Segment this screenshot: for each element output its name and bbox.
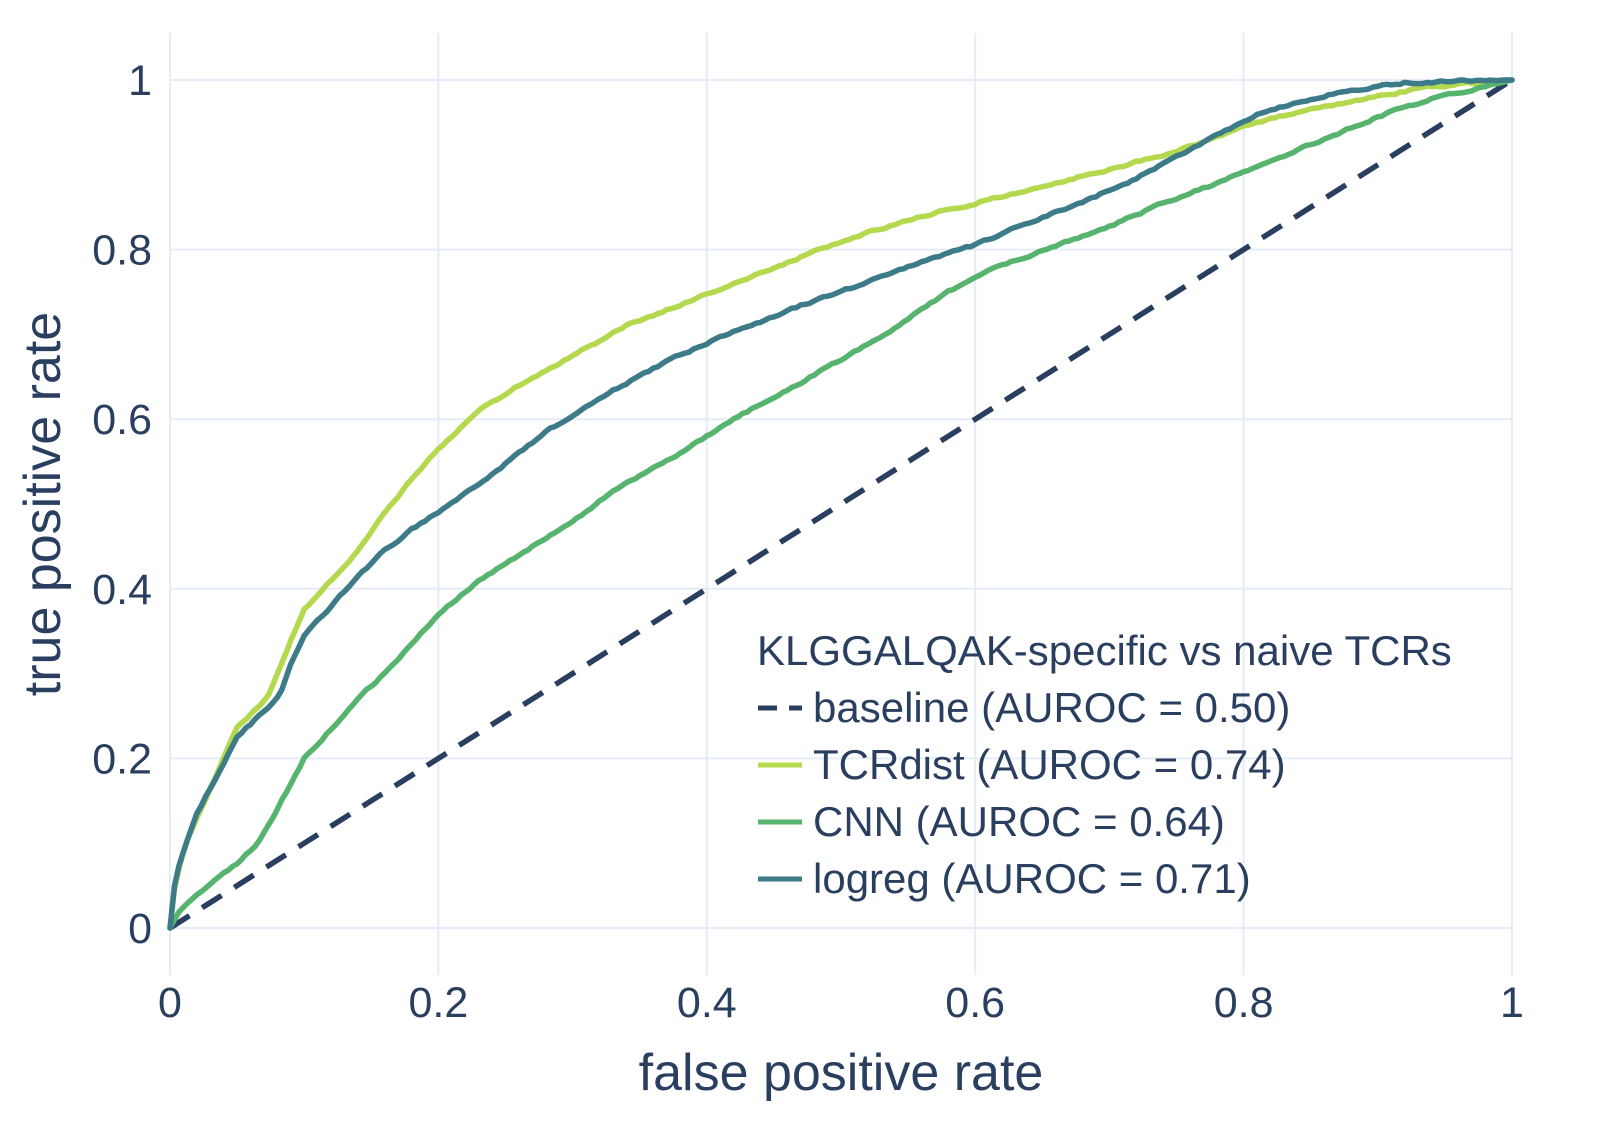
x-tick-label: 0.2 — [409, 979, 469, 1027]
legend-label-tcrdist: TCRdist (AUROC = 0.74) — [813, 740, 1286, 788]
legend-swatch-baseline — [758, 705, 802, 710]
y-tick-label: 0.4 — [92, 566, 152, 614]
x-tick-label: 0.8 — [1214, 979, 1274, 1027]
legend-label-baseline: baseline (AUROC = 0.50) — [813, 683, 1291, 731]
x-tick-label: 0.6 — [945, 979, 1005, 1027]
legend-swatch-logreg — [758, 876, 802, 881]
legend-label-cnn: CNN (AUROC = 0.64) — [813, 797, 1225, 845]
y-tick-label: 0.8 — [92, 227, 152, 275]
legend-title: KLGGALQAK-specific vs naive TCRs — [757, 627, 1452, 674]
legend: KLGGALQAK-specific vs naive TCRs baselin… — [757, 622, 1452, 907]
y-axis-title: true positive rate — [14, 312, 72, 696]
x-axis-title: false positive rate — [639, 1044, 1044, 1102]
x-tick-label: 0 — [158, 979, 182, 1027]
legend-swatch-cnn — [758, 819, 802, 824]
y-tick-label: 0 — [128, 905, 152, 953]
legend-item-logreg: logreg (AUROC = 0.71) — [757, 850, 1452, 907]
roc-curve-TCRdist — [167, 77, 1515, 931]
y-tick-label: 0.6 — [92, 396, 152, 444]
x-tick-label: 0.4 — [677, 979, 737, 1027]
legend-item-baseline: baseline (AUROC = 0.50) — [757, 679, 1452, 736]
roc-curve-logreg — [167, 77, 1515, 931]
y-tick-label: 0.2 — [92, 735, 152, 783]
legend-item-tcrdist: TCRdist (AUROC = 0.74) — [757, 736, 1452, 793]
tick-labels: 0 0.2 0.4 0.6 0.8 1 0 0.2 0.4 0.6 0.8 1 — [92, 57, 1524, 1027]
roc-curves — [167, 77, 1515, 931]
legend-swatch-tcrdist — [758, 762, 802, 767]
legend-label-logreg: logreg (AUROC = 0.71) — [813, 854, 1251, 902]
gridlines — [169, 33, 1513, 975]
x-tick-label: 1 — [1500, 979, 1524, 1027]
legend-item-cnn: CNN (AUROC = 0.64) — [757, 793, 1452, 850]
y-tick-label: 1 — [128, 57, 152, 105]
roc-curve-CNN — [167, 77, 1515, 931]
